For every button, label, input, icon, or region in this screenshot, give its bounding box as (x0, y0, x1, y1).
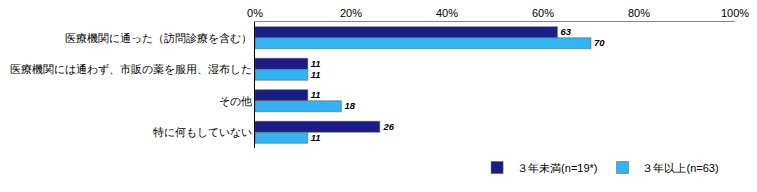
svg-text:20%: 20% (340, 7, 362, 19)
svg-text:医療機関に通った（訪問診療を含む）: 医療機関に通った（訪問診療を含む） (65, 32, 252, 44)
svg-text:60%: 60% (532, 7, 554, 19)
svg-text:医療機関には通わず、市販の薬を服用、湿布した: 医療機関には通わず、市販の薬を服用、湿布した (10, 63, 252, 76)
svg-text:11: 11 (311, 69, 321, 80)
svg-text:40%: 40% (436, 7, 458, 19)
svg-text:特に何もしていない: 特に何もしていない (153, 126, 252, 138)
svg-text:11: 11 (311, 132, 321, 143)
svg-text:70: 70 (594, 37, 605, 48)
svg-text:３年未満(n=19*): ３年未満(n=19*) (517, 162, 597, 174)
svg-text:３年以上(n=63): ３年以上(n=63) (642, 162, 718, 174)
svg-text:26: 26 (383, 121, 395, 132)
svg-text:11: 11 (311, 58, 321, 69)
svg-text:その他: その他 (219, 95, 252, 107)
svg-text:80%: 80% (628, 7, 650, 19)
svg-text:11: 11 (311, 89, 321, 100)
svg-text:100%: 100% (721, 7, 749, 19)
svg-text:0%: 0% (247, 7, 263, 19)
svg-text:18: 18 (344, 100, 355, 111)
svg-text:63: 63 (560, 26, 571, 37)
